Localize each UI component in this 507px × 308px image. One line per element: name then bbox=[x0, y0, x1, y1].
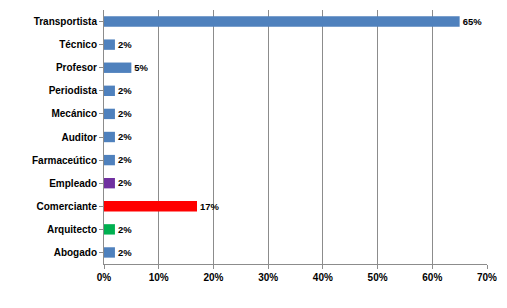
svg-text:2%: 2% bbox=[118, 39, 132, 50]
svg-text:Comerciante: Comerciante bbox=[36, 201, 97, 212]
svg-text:2%: 2% bbox=[118, 131, 132, 142]
svg-text:Mecánico: Mecánico bbox=[51, 108, 97, 119]
svg-text:60%: 60% bbox=[422, 272, 442, 283]
svg-text:Farmaceútico: Farmaceútico bbox=[32, 155, 97, 166]
svg-text:Profesor: Profesor bbox=[56, 62, 97, 73]
svg-text:50%: 50% bbox=[368, 272, 388, 283]
svg-text:2%: 2% bbox=[118, 108, 132, 119]
svg-text:70%: 70% bbox=[477, 272, 497, 283]
svg-text:Empleado: Empleado bbox=[49, 178, 97, 189]
svg-text:20%: 20% bbox=[203, 272, 223, 283]
svg-text:Periodista: Periodista bbox=[49, 85, 98, 96]
svg-text:2%: 2% bbox=[118, 247, 132, 258]
svg-text:10%: 10% bbox=[149, 272, 169, 283]
svg-text:Transportista: Transportista bbox=[34, 16, 98, 27]
svg-text:Auditor: Auditor bbox=[61, 132, 97, 143]
svg-text:2%: 2% bbox=[118, 224, 132, 235]
svg-text:65%: 65% bbox=[463, 16, 482, 27]
svg-text:2%: 2% bbox=[118, 177, 132, 188]
svg-text:2%: 2% bbox=[118, 154, 132, 165]
svg-text:5%: 5% bbox=[134, 62, 148, 73]
svg-text:Abogado: Abogado bbox=[54, 247, 97, 258]
svg-text:Arquitecto: Arquitecto bbox=[47, 224, 97, 235]
svg-text:17%: 17% bbox=[200, 201, 219, 212]
svg-text:40%: 40% bbox=[313, 272, 333, 283]
svg-text:30%: 30% bbox=[258, 272, 278, 283]
svg-text:Técnico: Técnico bbox=[59, 39, 97, 50]
svg-text:2%: 2% bbox=[118, 85, 132, 96]
svg-text:0%: 0% bbox=[97, 272, 112, 283]
